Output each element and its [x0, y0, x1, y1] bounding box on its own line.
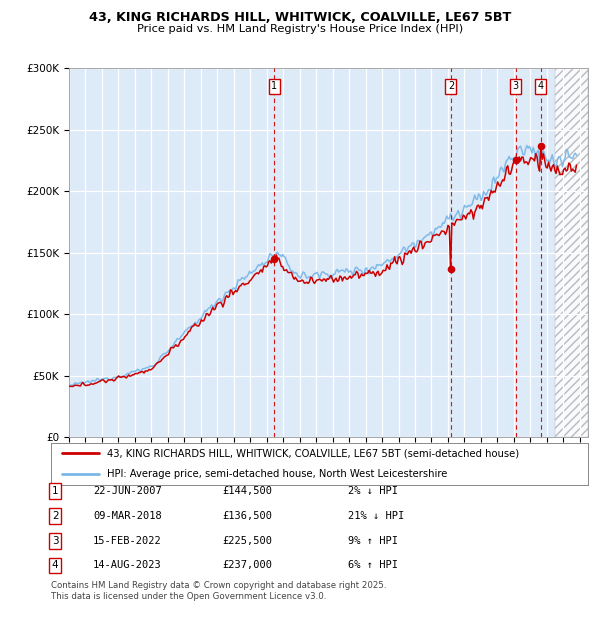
- Text: 21% ↓ HPI: 21% ↓ HPI: [348, 511, 404, 521]
- Text: HPI: Average price, semi-detached house, North West Leicestershire: HPI: Average price, semi-detached house,…: [107, 469, 448, 479]
- Text: 43, KING RICHARDS HILL, WHITWICK, COALVILLE, LE67 5BT (semi-detached house): 43, KING RICHARDS HILL, WHITWICK, COALVI…: [107, 448, 520, 458]
- Text: 4: 4: [538, 81, 544, 91]
- Text: £136,500: £136,500: [222, 511, 272, 521]
- Text: 15-FEB-2022: 15-FEB-2022: [93, 536, 162, 546]
- Text: 2% ↓ HPI: 2% ↓ HPI: [348, 486, 398, 496]
- Text: Price paid vs. HM Land Registry's House Price Index (HPI): Price paid vs. HM Land Registry's House …: [137, 24, 463, 33]
- Text: 1: 1: [271, 81, 278, 91]
- Text: 09-MAR-2018: 09-MAR-2018: [93, 511, 162, 521]
- Text: 3: 3: [52, 536, 59, 546]
- Text: Contains HM Land Registry data © Crown copyright and database right 2025.: Contains HM Land Registry data © Crown c…: [51, 581, 386, 590]
- Bar: [555, 68, 588, 437]
- Bar: [555, 68, 588, 437]
- Text: 43, KING RICHARDS HILL, WHITWICK, COALVILLE, LE67 5BT: 43, KING RICHARDS HILL, WHITWICK, COALVI…: [89, 11, 511, 24]
- Text: 4: 4: [52, 560, 59, 570]
- Text: 2: 2: [448, 81, 454, 91]
- Text: 22-JUN-2007: 22-JUN-2007: [93, 486, 162, 496]
- Text: £225,500: £225,500: [222, 536, 272, 546]
- Text: £144,500: £144,500: [222, 486, 272, 496]
- Text: This data is licensed under the Open Government Licence v3.0.: This data is licensed under the Open Gov…: [51, 592, 326, 601]
- Text: 1: 1: [52, 486, 59, 496]
- Text: 9% ↑ HPI: 9% ↑ HPI: [348, 536, 398, 546]
- Text: 6% ↑ HPI: 6% ↑ HPI: [348, 560, 398, 570]
- Text: 3: 3: [513, 81, 519, 91]
- Text: 2: 2: [52, 511, 59, 521]
- Text: £237,000: £237,000: [222, 560, 272, 570]
- Text: 14-AUG-2023: 14-AUG-2023: [93, 560, 162, 570]
